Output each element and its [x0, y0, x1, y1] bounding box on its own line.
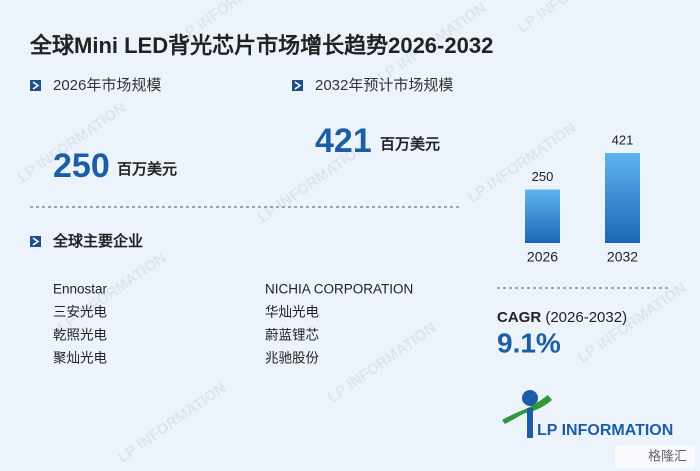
cagr-label: CAGR — [497, 309, 541, 326]
badge: 格隆汇 — [648, 448, 687, 463]
stat-value: 421 — [315, 122, 372, 160]
company-name: Ennostar — [53, 282, 108, 297]
bullet-icon — [30, 80, 303, 247]
company-name: 华灿光电 — [265, 305, 319, 320]
bar — [525, 189, 560, 243]
company-name: 聚灿光电 — [53, 351, 107, 366]
company-name: 蔚蓝锂芯 — [265, 328, 319, 343]
company-name: 乾照光电 — [53, 328, 107, 343]
x-tick-label: 2032 — [607, 249, 638, 265]
company-name: NICHIA CORPORATION — [265, 282, 413, 297]
logo-icon — [502, 390, 552, 438]
stat-value: 250 — [53, 147, 110, 185]
cagr-label: CAGR (2026-2032) — [497, 309, 627, 326]
title: 全球Mini LED背光芯片市场增长趋势2026-2032 — [29, 33, 493, 58]
cagr-period: (2026-2032) — [545, 309, 627, 326]
company-name: 三安光电 — [53, 305, 107, 320]
value-label: 250 — [532, 169, 554, 184]
badge-bg — [615, 446, 695, 468]
stat-unit: 百万美元 — [380, 135, 440, 153]
stat-unit: 百万美元 — [117, 160, 177, 178]
stat-label: 2026年市场规模 — [53, 77, 161, 94]
bar — [605, 153, 640, 243]
cagr-value: 9.1% — [497, 327, 561, 358]
section-heading: 全球主要企业 — [52, 232, 143, 250]
x-tick-label: 2026 — [527, 249, 558, 265]
company-name: 兆驰股份 — [265, 351, 319, 366]
logo-text: LP INFORMATION — [537, 422, 673, 439]
stat-label: 2032年预计市场规模 — [315, 77, 453, 94]
bar-chart: 250 2026 421 2032 — [525, 132, 640, 265]
value-label: 421 — [612, 132, 634, 147]
